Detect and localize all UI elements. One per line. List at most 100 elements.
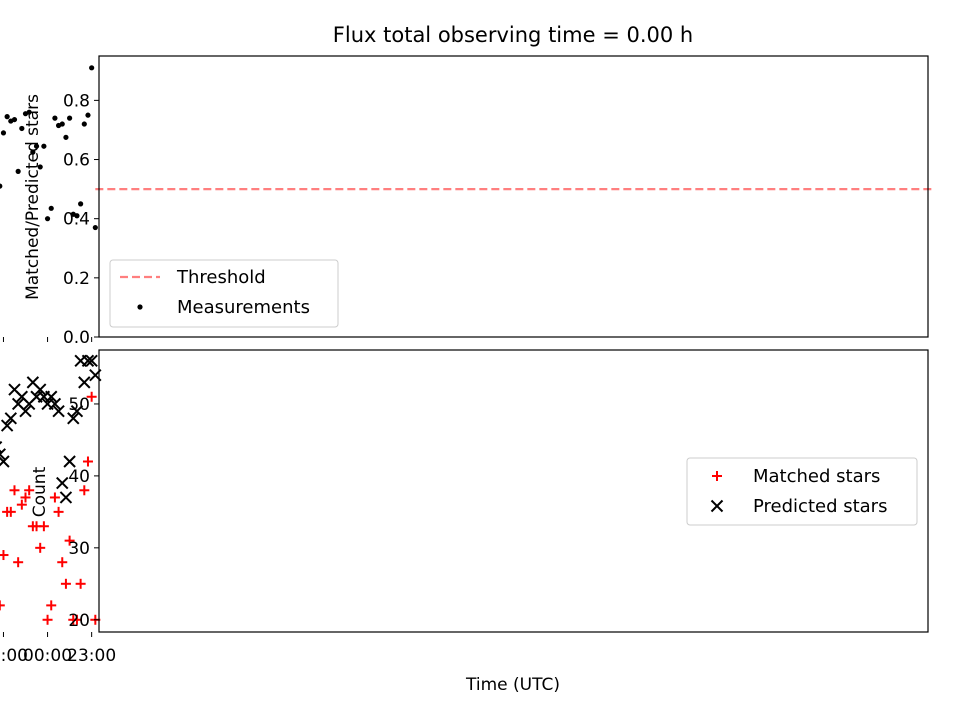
x-tick-label: 01:00 — [0, 646, 28, 666]
chart-title: Flux total observing time = 0.00 h — [333, 23, 693, 47]
measurement-point — [85, 112, 91, 118]
measurement-point — [67, 115, 73, 121]
bottom-y-axis-label: Count — [30, 466, 50, 517]
predicted-point — [11, 397, 25, 411]
matched-point — [53, 506, 64, 517]
matched-point — [46, 600, 57, 611]
measurement-point — [55, 122, 62, 129]
measurement-point — [48, 205, 54, 211]
y-tick-label: 0.4 — [63, 210, 90, 230]
measurement-point — [78, 201, 84, 207]
x-stroke-b — [26, 376, 40, 389]
predicted-point — [85, 354, 98, 367]
measurement-point — [37, 164, 43, 170]
matched-point — [60, 578, 71, 589]
matched-point — [86, 391, 97, 402]
legend-matched-label: Matched stars — [753, 466, 880, 487]
matched-point — [13, 557, 24, 568]
predicted-point — [0, 455, 10, 468]
matched-point — [20, 492, 31, 503]
predicted-point — [59, 491, 73, 504]
legend-plus — [712, 471, 722, 481]
matched-point — [68, 614, 79, 625]
x-stroke-b — [41, 397, 54, 411]
measurement-point — [92, 224, 98, 231]
x-stroke-b — [63, 455, 76, 468]
x-stroke-b — [15, 390, 29, 403]
legend-predicted-swatch — [710, 499, 724, 513]
predicted-point — [67, 412, 80, 425]
bottom-legend: Matched stars Predicted stars — [686, 457, 918, 526]
matched-point — [0, 550, 9, 561]
predicted-point — [52, 404, 65, 418]
x-stroke-b — [0, 419, 14, 432]
matched-point — [82, 456, 93, 467]
matched-point — [35, 542, 46, 553]
y-tick-label: 0.6 — [63, 151, 90, 171]
y-tick-label: 40 — [68, 467, 90, 487]
predicted-point — [8, 383, 21, 396]
predicted-point — [63, 455, 76, 468]
matched-point — [2, 506, 13, 517]
measurement-point — [8, 118, 14, 124]
measurement-point — [63, 134, 69, 140]
matched-point — [64, 535, 75, 546]
matched-point — [42, 614, 53, 625]
matched-point — [75, 578, 86, 589]
x-stroke-b — [70, 404, 84, 418]
x-stroke-b — [8, 383, 21, 396]
x-stroke-b — [52, 404, 65, 418]
legend-measurements-swatch — [137, 304, 143, 310]
legend-cross — [710, 499, 724, 513]
predicted-point — [26, 376, 40, 389]
legend-matched-swatch — [712, 471, 722, 481]
measurement-point — [0, 130, 7, 136]
y-tick-label: 30 — [68, 539, 90, 559]
measurement-point — [22, 111, 29, 117]
legend-measurements-label: Measurements — [177, 297, 310, 318]
y-tick-label: 0.2 — [63, 269, 90, 289]
x-stroke-b — [0, 455, 10, 467]
x-stroke-a — [0, 453, 6, 461]
top-axes-frame — [98, 55, 929, 338]
top-legend: Threshold Measurements — [109, 259, 339, 328]
predicted-point — [70, 404, 84, 418]
measurement-point — [52, 115, 58, 121]
measurement-point — [89, 65, 95, 71]
x-stroke-b — [710, 499, 724, 513]
bottom-axes-frame — [98, 349, 929, 633]
x-tick-label: 23:00 — [67, 646, 116, 666]
measurement-point — [70, 211, 76, 217]
x-stroke-b — [33, 383, 47, 396]
measurement-point — [81, 121, 87, 127]
matched-point — [57, 557, 68, 568]
top-panel: 0.00.20.40.60.8 Matched/Predicted stars … — [0, 55, 934, 348]
measurement-point — [19, 125, 25, 132]
x-stroke-b — [4, 412, 18, 425]
measurement-point — [33, 143, 40, 149]
measurement-point — [30, 149, 36, 155]
x-tick-label: 00:00 — [23, 646, 72, 666]
x-stroke-b — [11, 397, 25, 411]
matched-point — [24, 485, 35, 496]
x-stroke-b — [67, 412, 80, 425]
predicted-point — [56, 476, 69, 490]
x-stroke-b — [78, 376, 91, 389]
measurement-point — [41, 143, 47, 149]
y-tick-label: 0.0 — [63, 328, 90, 348]
x-stroke-b — [0, 448, 6, 456]
x-axis-label: Time (UTC) — [465, 675, 560, 695]
legend-threshold-label: Threshold — [176, 267, 266, 288]
predicted-point — [41, 397, 54, 411]
top-y-axis-label: Matched/Predicted stars — [23, 94, 43, 300]
x-stroke-b — [74, 354, 87, 367]
matched-point — [0, 600, 5, 611]
matched-point — [16, 499, 27, 510]
predicted-point — [78, 376, 91, 389]
predicted-point — [4, 412, 18, 425]
matched-point — [49, 492, 60, 503]
x-stroke-b — [22, 397, 36, 411]
predicted-point — [0, 448, 6, 461]
